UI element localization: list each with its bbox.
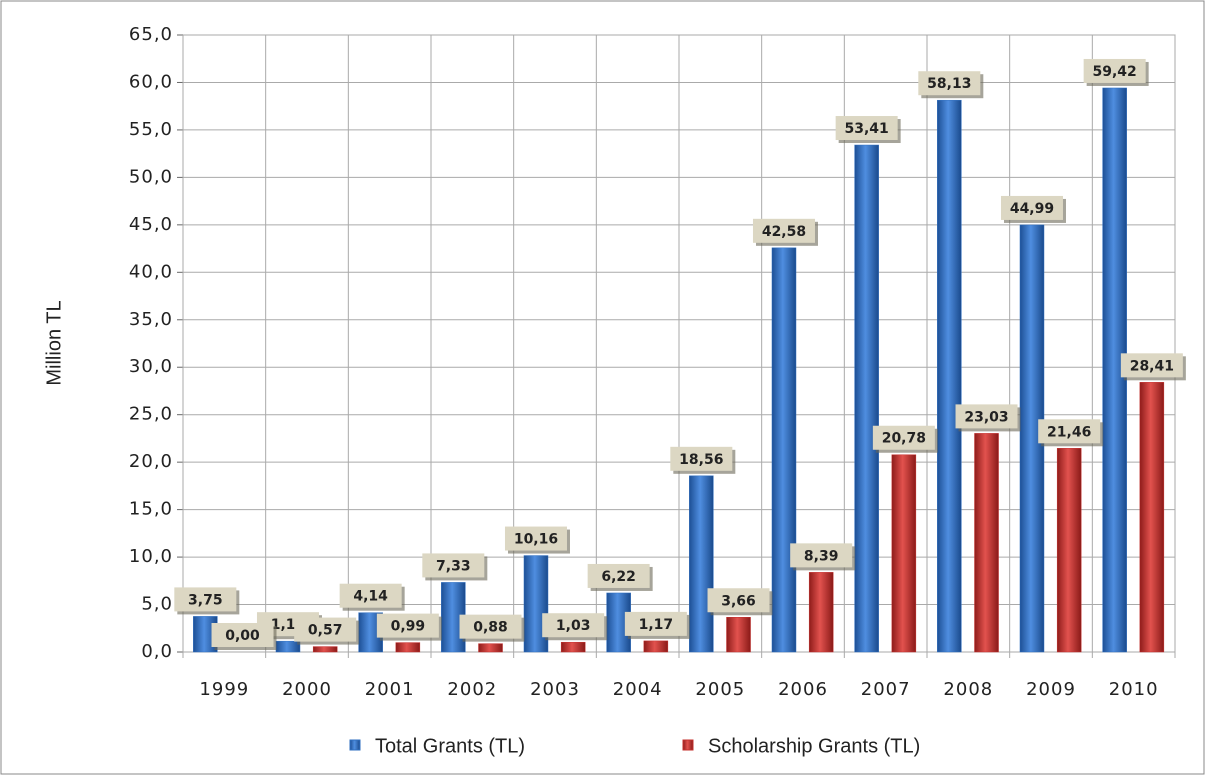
label-box [1083, 58, 1146, 83]
bar [395, 642, 421, 653]
bar [312, 646, 338, 653]
y-tick-label: 25,0 [129, 404, 173, 425]
value-label: 0,88 [473, 620, 508, 636]
bar [560, 641, 586, 653]
y-tick-label: 45,0 [129, 214, 173, 235]
bar [523, 555, 549, 653]
bar [478, 643, 503, 653]
value-label: 0,99 [391, 619, 426, 635]
x-tick-label: 2006 [778, 679, 828, 700]
label-box [339, 583, 402, 608]
label-box [1000, 195, 1063, 220]
x-tick-label: 2003 [530, 679, 580, 700]
x-tick-label: 2008 [943, 679, 993, 700]
value-label: 1,03 [556, 618, 591, 634]
y-tick-label: 0,0 [141, 641, 173, 662]
label-box [459, 614, 522, 639]
value-label: 59,42 [1093, 64, 1137, 80]
label-box [542, 613, 605, 638]
label-box [294, 617, 357, 642]
x-tick-label: 2009 [1026, 679, 1076, 700]
legend-swatch [682, 739, 694, 751]
legend-label: Total Grants (TL) [375, 735, 525, 757]
x-tick-label: 2007 [861, 679, 911, 700]
value-label: 28,41 [1130, 358, 1174, 374]
y-tick-label: 15,0 [129, 499, 173, 520]
label-box [587, 563, 650, 588]
y-tick-label: 35,0 [129, 309, 173, 330]
label-box [918, 71, 981, 96]
y-axis-label: Million TL [43, 300, 65, 385]
value-label: 20,78 [882, 431, 926, 447]
label-box [211, 623, 274, 647]
value-label: 3,66 [721, 593, 756, 609]
value-label: 21,46 [1047, 424, 1091, 440]
value-label: 53,41 [845, 121, 889, 137]
label-box [422, 553, 485, 578]
bar [275, 640, 301, 653]
x-tick-label: 1999 [199, 679, 249, 700]
value-label: 23,03 [964, 409, 1008, 425]
bar [854, 144, 879, 653]
value-label: 8,39 [804, 548, 839, 564]
y-tick-label: 60,0 [129, 71, 173, 92]
bar [643, 640, 669, 653]
label-box [1120, 353, 1183, 378]
bar [937, 99, 962, 653]
label-box [955, 404, 1018, 429]
label-box [752, 218, 815, 243]
x-tick-label: 2002 [447, 679, 497, 700]
x-tick-label: 2004 [613, 679, 663, 700]
label-box [790, 543, 853, 568]
label-box [835, 116, 898, 141]
y-tick-label: 55,0 [129, 119, 173, 140]
bar [1139, 382, 1165, 653]
bar [808, 572, 834, 653]
value-label: 10,16 [514, 532, 558, 548]
value-label: 7,33 [436, 558, 471, 574]
value-label: 44,99 [1010, 201, 1054, 217]
x-tick-label: 2000 [282, 679, 332, 700]
label-box [707, 588, 770, 613]
label-box [670, 446, 733, 471]
value-label: 3,75 [188, 592, 223, 608]
x-tick-label: 2010 [1109, 679, 1159, 700]
label-box [376, 613, 439, 638]
label-box [1038, 419, 1101, 444]
value-label: 18,56 [679, 452, 723, 468]
bar [974, 433, 999, 653]
label-box [504, 526, 567, 551]
legend-swatch [349, 739, 361, 751]
label-box [174, 587, 237, 612]
value-label: 58,13 [927, 76, 971, 92]
label-box [872, 425, 935, 450]
value-label: 42,58 [762, 224, 806, 240]
value-label: 6,22 [601, 569, 636, 585]
value-label: 0,00 [225, 628, 260, 644]
value-label: 4,14 [353, 589, 388, 605]
x-tick-label: 2001 [365, 679, 415, 700]
bar [726, 617, 751, 653]
y-tick-label: 50,0 [129, 166, 173, 187]
bar [891, 454, 917, 653]
y-tick-label: 10,0 [129, 546, 173, 567]
bar [689, 475, 714, 653]
y-tick-label: 65,0 [129, 24, 173, 45]
y-tick-label: 30,0 [129, 356, 173, 377]
x-tick-label: 2005 [695, 679, 745, 700]
y-tick-label: 5,0 [141, 594, 173, 615]
label-box [624, 611, 687, 636]
value-label: 0,57 [308, 623, 343, 639]
value-label: 1,17 [639, 617, 674, 633]
legend-label: Scholarship Grants (TL) [708, 735, 920, 757]
y-tick-label: 20,0 [129, 451, 173, 472]
y-tick-label: 40,0 [129, 261, 173, 282]
bar [1056, 448, 1082, 653]
bar [771, 247, 797, 653]
